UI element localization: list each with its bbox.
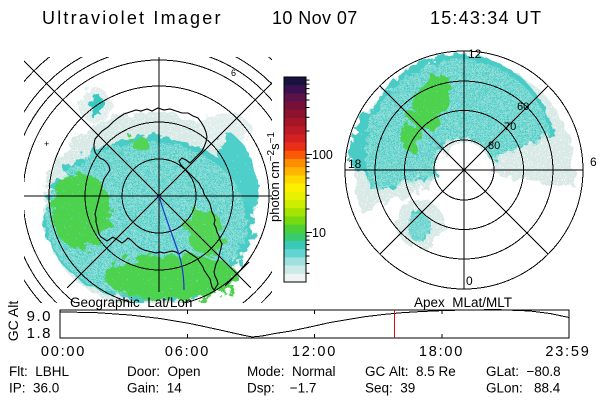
svg-text:Mode: Normal: Mode: Normal: [247, 364, 336, 379]
svg-text:9.0: 9.0: [27, 308, 52, 325]
svg-text:1.8: 1.8: [27, 325, 52, 342]
svg-text:60: 60: [517, 101, 529, 113]
svg-text:Gain: 14: Gain: 14: [127, 381, 182, 396]
svg-text:18:00: 18:00: [419, 344, 464, 360]
svg-text:70: 70: [504, 121, 516, 133]
svg-text:Ultraviolet Imager: Ultraviolet Imager: [42, 8, 223, 28]
svg-text:100: 100: [312, 148, 333, 162]
svg-text:6: 6: [590, 155, 597, 169]
svg-text:12: 12: [468, 47, 482, 61]
svg-text:23:59: 23:59: [545, 344, 590, 360]
svg-text:Apex MLat/MLT: Apex MLat/MLT: [414, 295, 512, 310]
svg-text:6: 6: [231, 68, 236, 78]
svg-text:Door: Open: Door: Open: [127, 364, 201, 379]
svg-text:10: 10: [312, 226, 326, 240]
svg-text:photon cm−2s−1: photon cm−2s−1: [266, 132, 282, 222]
svg-text:Geographic Lat/Lon: Geographic Lat/Lon: [70, 295, 192, 310]
svg-text:15:43:34 UT: 15:43:34 UT: [430, 8, 542, 28]
svg-text:18: 18: [348, 157, 362, 171]
svg-text:GC Alt: 8.5 Re: GC Alt: 8.5 Re: [365, 364, 456, 379]
svg-text:Flt: LBHL: Flt: LBHL: [9, 364, 70, 379]
svg-text:80: 80: [488, 140, 500, 152]
svg-text:GLat: −80.8: GLat: −80.8: [486, 364, 561, 379]
svg-text:Seq: 39: Seq: 39: [365, 381, 415, 396]
svg-text:06:00: 06:00: [165, 344, 210, 360]
svg-text:IP: 36.0: IP: 36.0: [9, 381, 59, 396]
svg-text:GC Alt: GC Alt: [5, 301, 21, 342]
svg-text:0: 0: [466, 274, 473, 288]
svg-text:10 Nov 07: 10 Nov 07: [272, 8, 358, 28]
svg-text:12:00: 12:00: [292, 344, 337, 360]
svg-text:00:00: 00:00: [41, 344, 86, 360]
svg-text:+: +: [44, 139, 49, 149]
svg-text:Dsp: −1.7: Dsp: −1.7: [247, 381, 316, 396]
svg-text:GLon: 88.4: GLon: 88.4: [486, 381, 561, 396]
